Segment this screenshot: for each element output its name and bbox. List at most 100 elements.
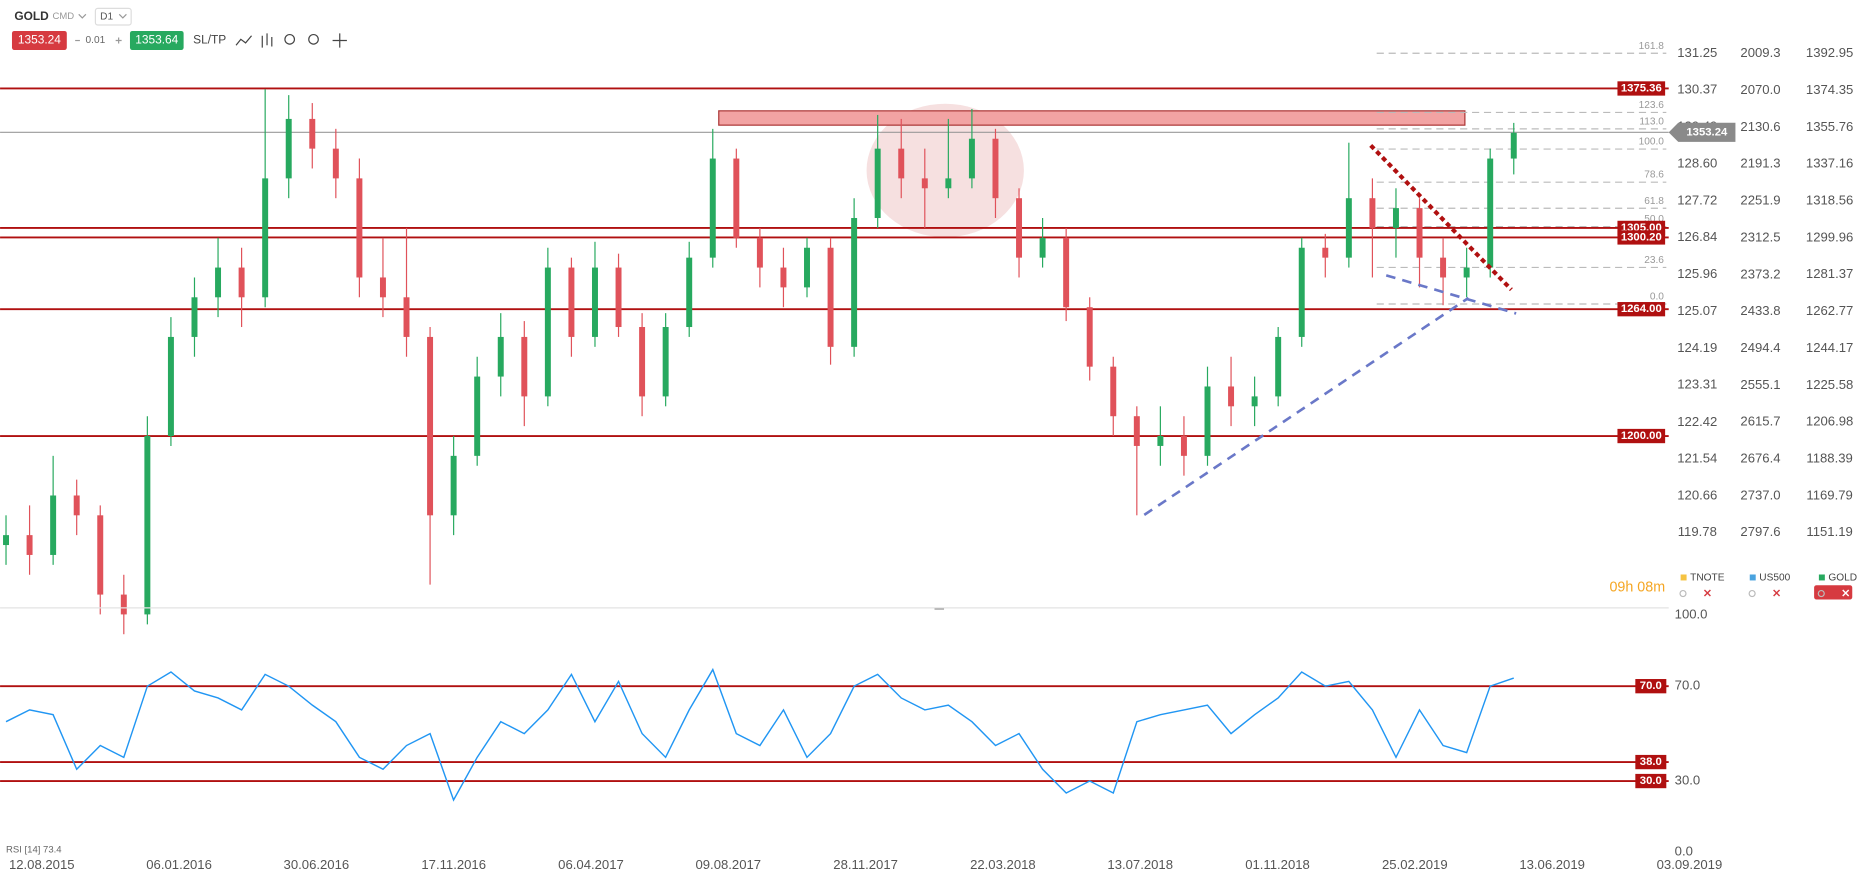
x-tick-label: 28.11.2017 (833, 857, 898, 872)
y-tick-label: 2494.4 (1740, 340, 1780, 355)
candle-body (898, 148, 905, 179)
candle-body (639, 327, 646, 397)
candle-body (992, 138, 999, 199)
ask: 1353.64 (135, 33, 178, 47)
candle-body (1510, 132, 1517, 159)
legend-label: TNOTE (1690, 573, 1725, 584)
candle-body (945, 178, 952, 189)
y-tick-label: 100.0 (1675, 606, 1708, 621)
legend-eye-icon (1817, 589, 1825, 598)
candle-body (1322, 247, 1329, 258)
candle-body (709, 158, 716, 258)
candle-body (332, 148, 339, 179)
y-tick-label: 1188.39 (1806, 451, 1852, 466)
candle-body (733, 158, 740, 238)
candle-body (120, 594, 127, 615)
legend-swatch (1749, 574, 1756, 581)
y-tick-label: 119.78 (1678, 524, 1717, 539)
y-tick-label: 1355.76 (1806, 119, 1853, 134)
candle-body (167, 336, 174, 437)
candle-body (968, 138, 975, 179)
level-label: 70.0 (1640, 680, 1662, 692)
fib-label: 0.0 (1650, 292, 1664, 303)
crosshair-icon[interactable] (332, 33, 347, 48)
candle-body (756, 237, 763, 268)
indicator-label: RSI [14] 73.4 (6, 844, 62, 855)
symbol: GOLD (14, 9, 49, 23)
candle-body (780, 267, 787, 288)
candle-body (356, 178, 363, 278)
x-tick-label: 01.11.2018 (1245, 857, 1310, 872)
x-tick-label: 06.04.2017 (558, 857, 624, 872)
candle-body (1251, 396, 1258, 407)
x-tick-label: 03.09.2019 (1657, 857, 1723, 872)
y-tick-label: 124.19 (1677, 340, 1717, 355)
candle-body (26, 535, 33, 555)
candle-body (238, 267, 245, 298)
legend-x-icon (1773, 589, 1781, 597)
candle-body (497, 336, 504, 377)
y-tick-label: 1392.95 (1806, 45, 1853, 60)
y-tick-label: 2191.3 (1740, 156, 1780, 171)
y-tick-label: 123.31 (1677, 377, 1717, 392)
y-tick-label: 1244.17 (1806, 340, 1853, 355)
x-tick-label: 06.01.2016 (146, 857, 212, 872)
y-tick-label: 70.0 (1675, 678, 1701, 693)
fib-label: 50.0 (1644, 214, 1664, 225)
candle-body (544, 267, 551, 397)
interval: D1 (100, 11, 113, 22)
candle-body (285, 118, 292, 179)
legend-x-icon (1703, 589, 1711, 597)
zoom-in-icon[interactable] (308, 33, 319, 45)
level-tag (1617, 230, 1666, 245)
timer: 09h 08m (1609, 579, 1665, 595)
y-tick-label: 2251.9 (1740, 193, 1780, 208)
bars-icon[interactable] (261, 33, 273, 48)
candle-body (1133, 416, 1140, 446)
level-label: 1375.36 (1621, 82, 1662, 94)
x-tick-label: 12.08.2015 (9, 857, 75, 872)
market: CMD (53, 11, 75, 22)
candle-body (1345, 198, 1352, 258)
fib-label: 78.6 (1644, 170, 1664, 181)
y-tick-label: 2009.3 (1740, 45, 1780, 60)
y-tick-label: 2555.1 (1740, 377, 1780, 392)
fib-label: 100.0 (1639, 137, 1665, 148)
level-label: 1264.00 (1621, 303, 1662, 315)
trendline (1385, 274, 1517, 315)
zoom-out-icon[interactable] (284, 33, 296, 45)
level-label: 30.0 (1640, 775, 1662, 787)
y-tick-label: 2615.7 (1740, 414, 1780, 429)
y-tick-label: 130.37 (1677, 82, 1717, 97)
level-tag (1635, 754, 1667, 770)
line-tool-icon[interactable] (235, 35, 253, 46)
candle-body (591, 267, 598, 337)
y-tick-label: 1374.35 (1806, 82, 1853, 97)
sell-button[interactable] (11, 30, 67, 51)
candle-body (615, 267, 622, 328)
spread: 0.01 (86, 35, 106, 46)
candle-body (1416, 208, 1423, 258)
candle-body (3, 535, 9, 546)
y-tick-label: 1151.19 (1806, 524, 1852, 539)
y-tick-label: 128.60 (1677, 156, 1717, 171)
y-tick-label: 131.25 (1677, 45, 1717, 60)
candle-body (1392, 208, 1399, 228)
buy-button[interactable] (129, 30, 184, 51)
legend-label: US500 (1759, 573, 1790, 584)
candle-body (1086, 307, 1093, 367)
fib-label: 113.0 (1639, 116, 1664, 127)
sltp[interactable]: SL/TP (193, 33, 226, 47)
y-tick-label: 1299.96 (1806, 229, 1853, 244)
highlight-ellipse (866, 103, 1024, 238)
candle-body (1487, 158, 1494, 268)
candle-body (1440, 257, 1447, 278)
candle-body (1204, 386, 1211, 456)
candle-body (521, 336, 528, 397)
fib-label: 161.8 (1639, 41, 1665, 52)
candle-body (1016, 198, 1023, 258)
interval-box[interactable] (94, 7, 132, 26)
legend-eye-icon (1748, 589, 1756, 598)
y-tick-label: 2676.4 (1740, 451, 1780, 466)
legend-swatch (1680, 574, 1687, 581)
